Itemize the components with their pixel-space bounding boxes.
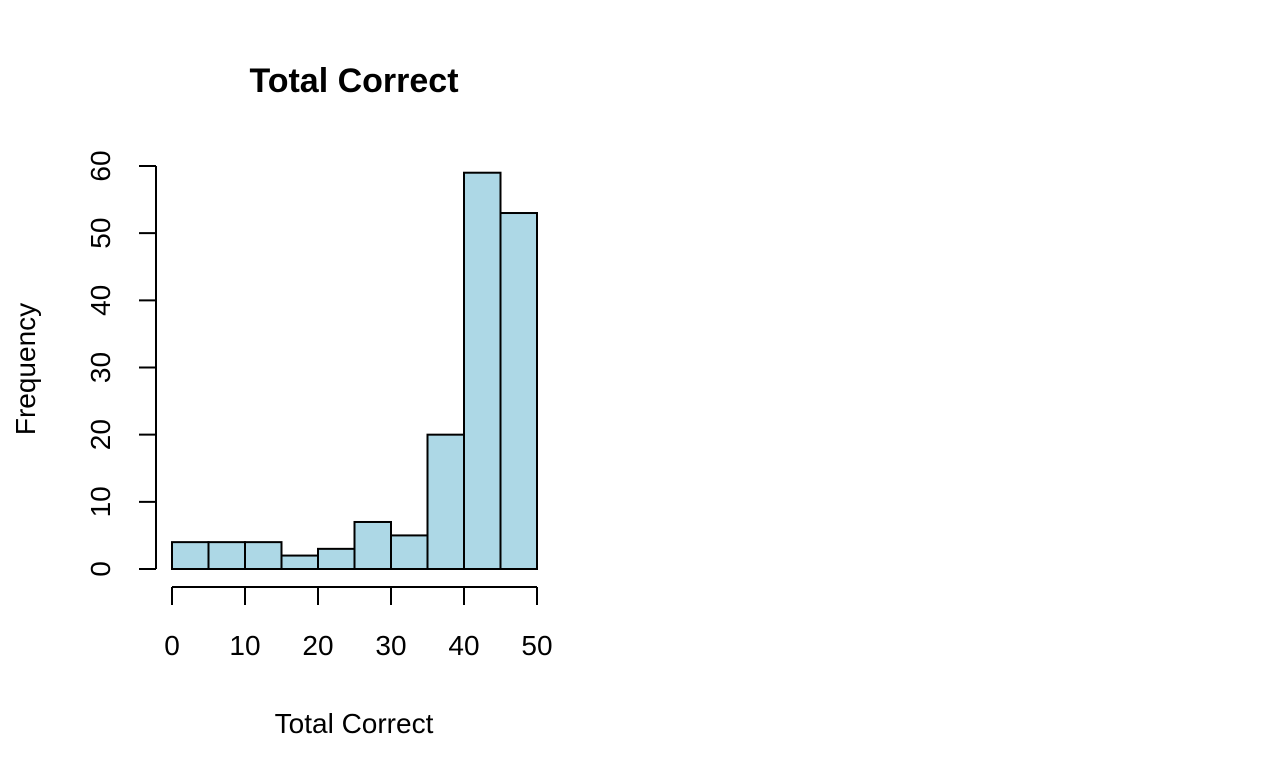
histogram-bar [390,534,429,571]
bars-group [171,171,538,571]
chart-title: Total Correct [249,62,458,100]
y-axis: 0 10 20 30 40 50 60 [85,150,157,577]
y-tick-label: 30 [85,352,116,383]
histogram-bar [280,554,319,570]
histogram-bar [463,171,502,570]
histogram-bar [426,433,465,570]
y-tick-label: 60 [85,150,116,181]
histogram-bar [171,541,210,571]
x-axis-label: Total Correct [275,708,434,739]
x-tick-label: 0 [164,630,180,661]
histogram-bar [499,212,538,570]
y-tick-label: 10 [85,486,116,517]
x-tick-label: 30 [375,630,406,661]
x-tick-label: 50 [521,630,552,661]
x-tick-label: 10 [229,630,260,661]
x-tick-label: 40 [448,630,479,661]
y-tick-label: 20 [85,419,116,450]
y-axis-label: Frequency [10,303,41,435]
y-tick-label: 50 [85,218,116,249]
y-tick-label: 40 [85,285,116,316]
x-axis: 0 10 20 30 40 50 [164,586,553,661]
histogram-bar [207,541,246,571]
histogram-bar [353,520,392,571]
histogram-bar [317,547,356,570]
y-tick-label: 0 [85,561,116,577]
x-tick-label: 20 [302,630,333,661]
histogram-bar [244,541,283,571]
